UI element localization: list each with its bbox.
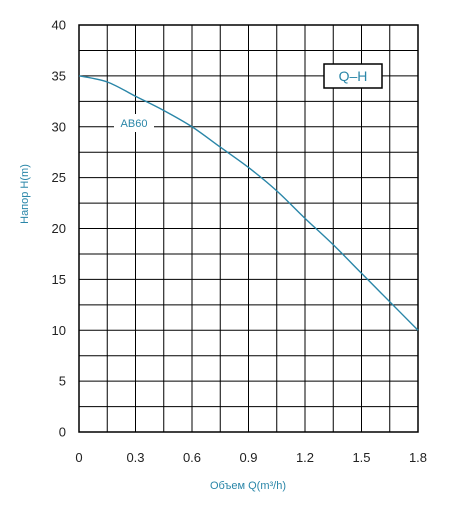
y-tick-label: 35 — [52, 68, 66, 83]
y-tick-label: 15 — [52, 272, 66, 287]
y-tick-label: 30 — [52, 119, 66, 134]
y-tick-label: 40 — [52, 18, 66, 33]
series-lines — [78, 75, 419, 331]
x-tick-label: 0 — [75, 450, 82, 465]
x-tick-label: 0.9 — [239, 450, 257, 465]
x-tick-label: 1.5 — [352, 450, 370, 465]
series-label-bg — [114, 114, 154, 132]
series-line-ab60 — [78, 75, 419, 331]
series-label-ab60: AB60 — [121, 118, 148, 130]
x-axis-label: Объем Q(m³/h) — [210, 480, 286, 492]
y-axis-label: Напор H(m) — [19, 164, 31, 224]
x-tick-label: 0.3 — [126, 450, 144, 465]
legend-title: Q–H — [339, 68, 368, 84]
grid — [78, 24, 419, 433]
plot-frame — [78, 24, 419, 433]
x-tick-label: 1.8 — [409, 450, 427, 465]
y-tick-label: 5 — [59, 374, 66, 389]
x-tick-label: 0.6 — [183, 450, 201, 465]
y-tick-label: 10 — [52, 323, 66, 338]
y-tick-label: 0 — [59, 425, 66, 440]
x-tick-labels: 0 0.3 0.6 0.9 1.2 1.5 1.8 — [75, 450, 427, 465]
y-tick-labels: 0 5 10 15 20 25 30 35 40 — [52, 18, 66, 440]
legend-box — [323, 63, 383, 89]
y-tick-label: 25 — [52, 170, 66, 185]
y-tick-label: 20 — [52, 221, 66, 236]
x-tick-label: 1.2 — [296, 450, 314, 465]
